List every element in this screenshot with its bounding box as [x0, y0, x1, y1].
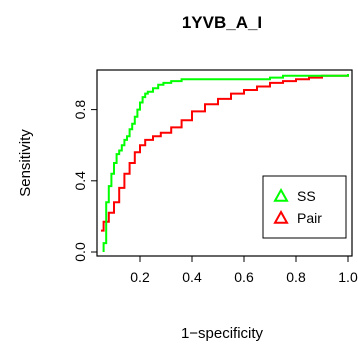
- y-axis: 0.0 0.4 0.8: [72, 100, 97, 262]
- x-axis-label: 1−specificity: [181, 325, 264, 342]
- x-tick-label: 1.0: [338, 269, 358, 285]
- x-tick-label: 0.4: [182, 269, 202, 285]
- legend: SS Pair: [262, 175, 347, 239]
- y-tick-label: 0.0: [72, 242, 88, 262]
- plot-box: [96, 69, 353, 257]
- legend-label-pair: Pair: [297, 210, 322, 226]
- legend-marker-ss-icon: [273, 187, 289, 202]
- y-tick-label: 0.8: [72, 100, 88, 120]
- x-tick-label: 0.6: [234, 269, 254, 285]
- x-axis: 0.2 0.4 0.6 0.8 1.0: [130, 256, 358, 285]
- chart-title: 1YVB_A_I: [182, 13, 262, 32]
- series-layer: [101, 74, 349, 252]
- y-tick-label: 0.4: [72, 171, 88, 191]
- series-line-ss: [102, 74, 349, 252]
- x-tick-label: 0.2: [130, 269, 150, 285]
- y-axis-label: Sensitivity: [17, 129, 34, 197]
- legend-box: [262, 175, 347, 239]
- x-tick-label: 0.8: [286, 269, 306, 285]
- legend-marker-pair-icon: [273, 209, 289, 224]
- series-line-pair: [101, 74, 349, 232]
- legend-label-ss: SS: [297, 188, 316, 204]
